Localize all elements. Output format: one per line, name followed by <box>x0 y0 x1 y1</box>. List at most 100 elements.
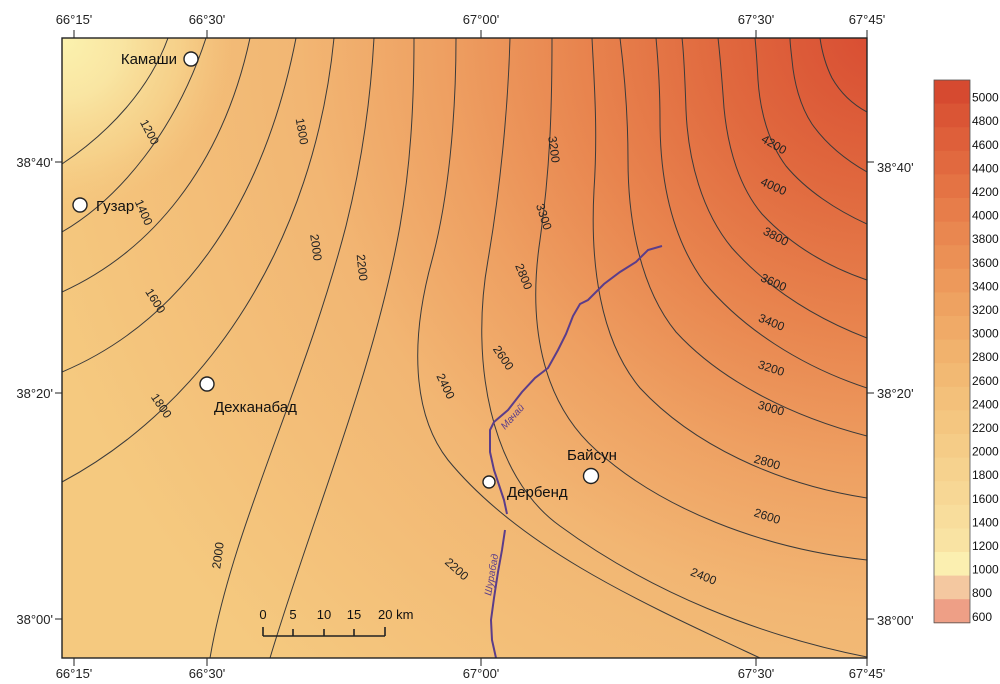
lat-label-right: 38°40' <box>877 160 914 175</box>
legend-swatch <box>934 221 970 246</box>
legend-border <box>933 79 971 624</box>
legend-label: 4400 <box>972 161 999 175</box>
lon-label-top: 67°00' <box>463 12 500 27</box>
legend-swatch <box>934 434 970 459</box>
scale-tick-label: 0 <box>259 607 266 622</box>
legend-label: 1800 <box>972 468 999 482</box>
town-marker <box>183 51 199 67</box>
town-marker <box>72 197 88 213</box>
legend-label: 4000 <box>972 209 999 223</box>
town-baisun: Байсун <box>567 447 617 485</box>
legend-swatch <box>934 198 970 223</box>
graticule-ticks <box>55 30 874 666</box>
legend-swatch <box>934 552 970 577</box>
legend-label: 3200 <box>972 303 999 317</box>
scale-tick-label: 15 <box>347 607 361 622</box>
legend-swatch <box>934 103 970 128</box>
legend-label: 1000 <box>972 563 999 577</box>
lon-label-bottom: 66°30' <box>189 666 226 681</box>
scale-tick-label: 5 <box>289 607 296 622</box>
legend-label: 3000 <box>972 327 999 341</box>
lon-label-bottom: 67°45' <box>849 666 886 681</box>
contour-line <box>62 38 297 373</box>
town-marker <box>582 467 600 485</box>
legend-label: 2200 <box>972 421 999 435</box>
town-label: Камаши <box>121 51 177 68</box>
contour-label: 1800 <box>293 117 311 146</box>
contour-label: 3200 <box>545 135 563 164</box>
river-machai <box>489 245 663 515</box>
legend-label: 4200 <box>972 185 999 199</box>
contour-line <box>535 38 867 561</box>
legend-swatch <box>934 528 970 553</box>
legend-label: 2600 <box>972 374 999 388</box>
legend-label: 5000 <box>972 91 999 105</box>
legend-swatch <box>934 339 970 364</box>
scale-bar: 0 5 10 15 20 km <box>259 607 413 637</box>
legend-swatch <box>934 292 970 317</box>
legend-label: 1400 <box>972 515 999 529</box>
contour-line <box>62 38 207 233</box>
lat-label-right: 38°20' <box>877 386 914 401</box>
map-body: 1200140016001800180020002000220022002400… <box>62 38 867 658</box>
town-label: Байсун <box>567 447 617 464</box>
town-label: Дербенд <box>507 484 568 501</box>
contour-line <box>62 38 169 165</box>
lon-label-top: 67°30' <box>738 12 775 27</box>
legend-label: 2800 <box>972 350 999 364</box>
legend-swatch <box>934 504 970 529</box>
legend-swatch <box>934 363 970 388</box>
lowland-surface <box>62 38 867 658</box>
contour-label: 2000 <box>307 233 325 262</box>
town-kamashi: Камаши <box>121 51 199 68</box>
lon-label-top: 66°30' <box>189 12 226 27</box>
river-shurabad <box>489 529 506 658</box>
lon-label-top: 66°15' <box>56 12 93 27</box>
town-marker <box>482 475 496 489</box>
town-derbend: Дербенд <box>482 475 568 501</box>
legend-label: 4800 <box>972 114 999 128</box>
legend-swatch <box>934 575 970 600</box>
legend-label: 2400 <box>972 397 999 411</box>
legend-label: 4600 <box>972 138 999 152</box>
lat-label-left: 38°40' <box>16 155 53 170</box>
legend-label: 3600 <box>972 256 999 270</box>
lat-label-right: 38°00' <box>877 613 914 628</box>
lon-label-bottom: 67°30' <box>738 666 775 681</box>
contour-label: 2200 <box>354 254 371 282</box>
scale-tick-label: 20 km <box>378 607 413 622</box>
elevation-legend: 5000 4800 4600 4400 4200 4000 3800 3600 3400 3200… <box>933 79 999 624</box>
legend-swatch <box>934 245 970 270</box>
legend-swatch <box>934 410 970 435</box>
contour-line <box>269 38 415 658</box>
legend-label: 3800 <box>972 232 999 246</box>
town-dekhkanabad: Дехканабад <box>199 376 297 416</box>
legend-label: 1600 <box>972 492 999 506</box>
map-frame <box>61 37 868 659</box>
legend-swatch <box>934 127 970 152</box>
legend-swatch <box>934 80 970 105</box>
contour-line <box>619 38 867 437</box>
contour-line <box>717 38 867 281</box>
contour-line <box>417 38 761 658</box>
town-label: Гузар <box>96 198 134 215</box>
lon-label-bottom: 67°00' <box>463 666 500 681</box>
lat-label-left: 38°00' <box>16 612 53 627</box>
town-marker <box>199 376 215 392</box>
contour-line <box>62 38 335 483</box>
town-guzar: Гузар <box>72 197 134 215</box>
contour-line <box>481 38 867 658</box>
contour-line <box>681 38 867 339</box>
legend-label: 3400 <box>972 279 999 293</box>
legend-label: 600 <box>972 610 992 624</box>
contour-line <box>655 38 867 389</box>
contour-line <box>754 38 867 225</box>
legend-swatch <box>934 599 970 624</box>
legend-swatch <box>934 268 970 293</box>
lon-label-top: 67°45' <box>849 12 886 27</box>
legend-swatch <box>934 316 970 341</box>
contour-line <box>591 38 867 499</box>
legend-swatch <box>934 481 970 506</box>
legend-swatch <box>934 386 970 411</box>
